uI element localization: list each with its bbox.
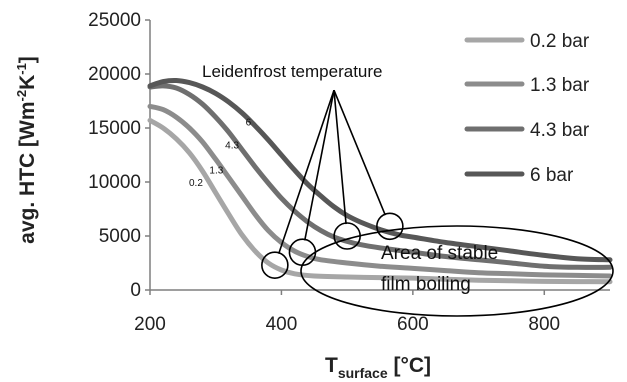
x-tick-label: 200 bbox=[134, 314, 166, 335]
curve-label-3: 4.3 bbox=[225, 140, 239, 151]
leidenfrost-label: Leidenfrost temperature bbox=[202, 62, 383, 81]
series-line-2 bbox=[147, 103, 613, 279]
curve-label-4: 6 bbox=[246, 118, 252, 129]
legend: 0.2 bar 1.3 bar 4.3 bar 6 bar bbox=[464, 31, 590, 186]
leidenfrost-pointer-2 bbox=[303, 90, 335, 241]
leidenfrost-marker-1 bbox=[261, 251, 289, 279]
leidenfrost-pointer-3 bbox=[333, 90, 347, 225]
y-tick-label: 25000 bbox=[88, 10, 141, 31]
x-tick-label: 600 bbox=[397, 314, 429, 335]
leidenfrost-pointer-1 bbox=[277, 89, 335, 255]
film-boiling-label-line2: film boiling bbox=[381, 274, 471, 295]
y-tick-label: 20000 bbox=[88, 64, 141, 85]
y-tick-label: 15000 bbox=[88, 118, 141, 139]
legend-label-4: 6 bar bbox=[530, 165, 574, 186]
curve-label-2: 1.3 bbox=[209, 166, 223, 177]
leidenfrost-pointer-4 bbox=[333, 89, 387, 216]
legend-label-1: 0.2 bar bbox=[530, 31, 590, 52]
x-axis-title: Tsurface [°C] bbox=[325, 354, 431, 381]
curve-label-1: 0.2 bbox=[189, 178, 203, 189]
legend-label-3: 4.3 bar bbox=[530, 120, 590, 141]
axes: 0 5000 10000 15000 20000 25000 200 400 600 800 bbox=[88, 10, 610, 335]
x-tick-label: 800 bbox=[528, 314, 560, 335]
film-boiling-label-line1: Area of stable bbox=[381, 243, 498, 264]
x-tick-label: 400 bbox=[266, 314, 298, 335]
annotation-layer: Leidenfrost temperature Area of stable fil… bbox=[202, 62, 614, 317]
series-line-1 bbox=[147, 117, 613, 285]
film-boiling-ellipse bbox=[300, 225, 614, 317]
y-tick-label: 5000 bbox=[99, 226, 141, 247]
leidenfrost-marker-4 bbox=[376, 212, 404, 241]
y-tick-label: 10000 bbox=[88, 172, 141, 193]
legend-label-2: 1.3 bar bbox=[530, 75, 590, 96]
y-tick-label: 0 bbox=[130, 280, 141, 301]
y-axis-title: avg. HTC [Wm-2K-1] bbox=[14, 56, 39, 244]
